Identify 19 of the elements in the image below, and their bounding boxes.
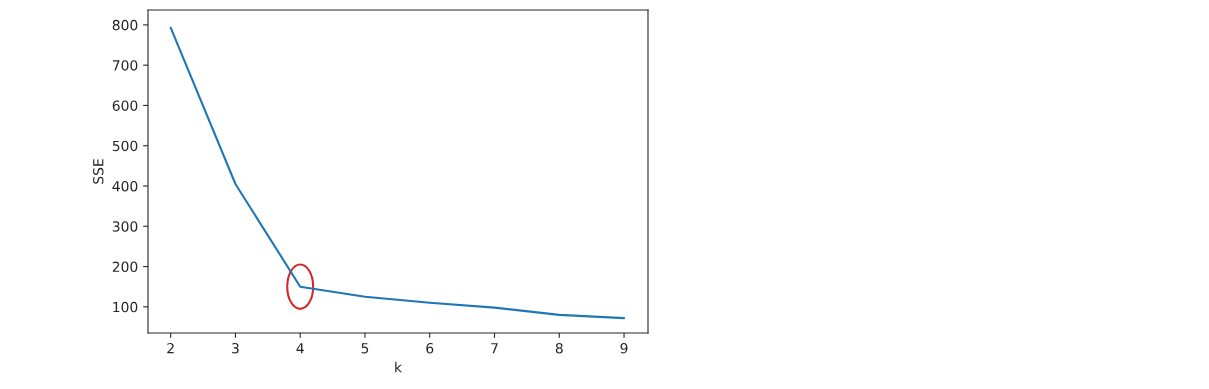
y-tick-label: 300 <box>112 221 138 232</box>
y-tick-label: 100 <box>113 301 138 313</box>
y-tick-label: 800 <box>112 19 138 31</box>
x-tick-label: 4 <box>296 343 304 354</box>
x-tick-label: 5 <box>361 343 369 354</box>
x-tick-label: 7 <box>491 343 498 354</box>
x-axis-title: k <box>395 361 402 373</box>
y-tick-label: 700 <box>112 60 138 71</box>
y-axis-title: SSE <box>93 159 104 184</box>
y-tick-label: 600 <box>112 100 138 111</box>
x-tick-label: 6 <box>426 342 434 354</box>
y-tick-label: 400 <box>112 180 138 192</box>
x-tick-label: 8 <box>555 342 563 354</box>
line-series <box>169 26 626 320</box>
x-tick-label: 2 <box>167 342 174 354</box>
y-tick-label: 200 <box>112 261 138 273</box>
y-tick-label: 500 <box>112 140 138 152</box>
x-tick-label: 3 <box>232 342 239 354</box>
x-tick-label: 9 <box>620 342 628 354</box>
